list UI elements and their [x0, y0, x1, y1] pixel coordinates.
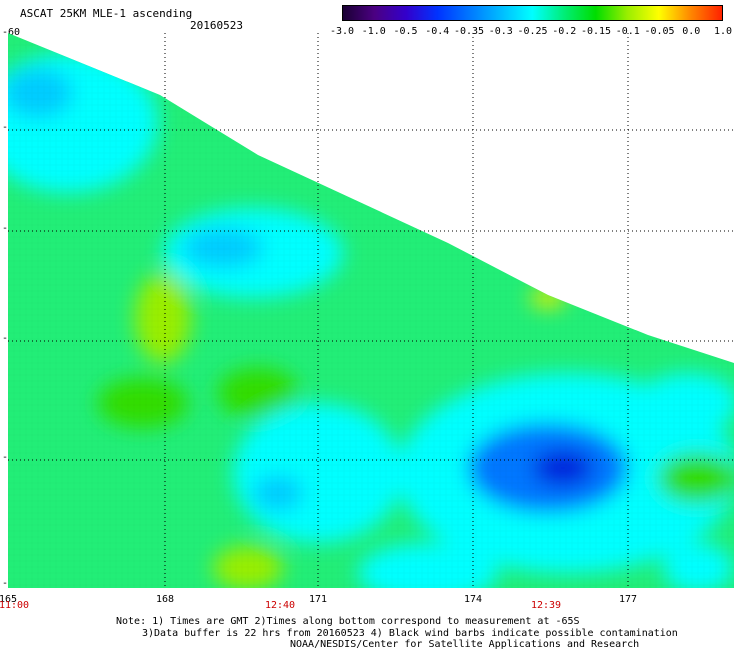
colorbar-label: -0.1 — [615, 26, 640, 37]
colorbar-label: -0.35 — [453, 26, 485, 37]
grid-lines — [8, 33, 734, 588]
colorbar-label: -0.4 — [425, 26, 450, 37]
colorbar-label: -3.0 — [329, 26, 355, 37]
note-line-3: NOAA/NESDIS/Center for Satellite Applica… — [290, 639, 640, 650]
lon-label: 177 — [618, 594, 638, 605]
colorbar-label: -0.3 — [488, 26, 513, 37]
colorbar-labels: -3.0 -1.0 -0.5 -0.4 -0.35 -0.3 -0.25 -0.2 -0.15-… — [0, 26, 740, 40]
note-line-2: 3)Data buffer is 22 hrs from 20160523 4)… — [142, 628, 678, 639]
colorbar-label: -0.25 — [517, 26, 548, 37]
lon-label: 168 — [155, 594, 175, 605]
colorbar — [342, 5, 723, 21]
lon-label: 174 — [463, 594, 483, 605]
lat-label: -60 — [2, 27, 21, 38]
colorbar-label: -1.0 — [361, 26, 386, 37]
wind-map — [8, 33, 734, 588]
note-line-1: Note: 1) Times are GMT 2)Times along bot… — [116, 616, 580, 627]
colorbar-label: 0.0 — [682, 26, 701, 37]
colorbar-gradient — [343, 6, 722, 20]
swath-data — [8, 33, 734, 588]
time-label: 12:40 — [264, 600, 296, 611]
lon-label: 171 — [308, 594, 328, 605]
colorbar-label: 1.0 — [713, 26, 733, 37]
time-label: 12:39 — [530, 600, 562, 611]
colorbar-label: -0.5 — [393, 26, 418, 37]
product-date: 20160523 — [190, 19, 243, 32]
colorbar-label: -0.2 — [552, 26, 577, 37]
colorbar-label: -0.05 — [644, 26, 675, 37]
time-label: 11:00 — [0, 600, 30, 611]
colorbar-label: -0.15 — [580, 26, 612, 37]
lon-label: 165 — [0, 594, 18, 605]
product-title: ASCAT 25KM MLE-1 ascending — [20, 7, 193, 20]
